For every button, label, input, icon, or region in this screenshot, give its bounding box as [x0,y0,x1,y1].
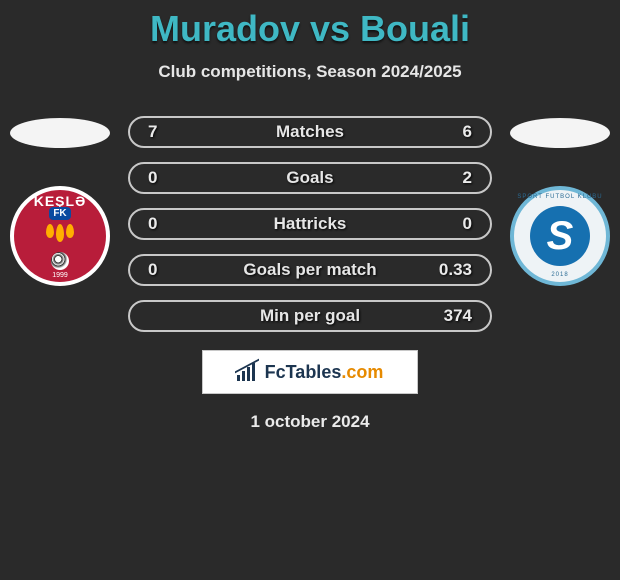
stat-row-hattricks: 0 Hattricks 0 [128,208,492,240]
stat-row-goals-per-match: 0 Goals per match 0.33 [128,254,492,286]
stat-right-value: 0.33 [439,260,472,280]
brand-main: FcTables [265,362,342,382]
left-player-placeholder [10,118,110,148]
stat-label: Goals per match [130,260,490,280]
page-title: Muradov vs Bouali [0,8,620,50]
stat-left-value: 0 [148,260,157,280]
stat-row-goals: 0 Goals 2 [128,162,492,194]
right-player-placeholder [510,118,610,148]
bar-chart-icon [237,363,259,381]
comparison-widget: Muradov vs Bouali Club competitions, Sea… [0,0,620,432]
stat-left-value: 0 [148,168,157,188]
right-club-badge: SPORT FUTBOL KLUBU S 2018 [510,186,610,286]
brand-suffix: .com [341,362,383,382]
left-badge-sub: FK [49,207,70,220]
stat-label: Matches [130,122,490,142]
date-text: 1 october 2024 [0,412,620,432]
stat-row-matches: 7 Matches 6 [128,116,492,148]
left-badge-flames-icon [42,224,78,250]
stat-row-min-per-goal: Min per goal 374 [128,300,492,332]
stat-label: Goals [130,168,490,188]
stat-left-value: 7 [148,122,157,142]
left-badge-year: 1999 [52,272,68,279]
right-badge-year: 2018 [551,272,568,278]
page-subtitle: Club competitions, Season 2024/2025 [0,62,620,82]
stats-column: 7 Matches 6 0 Goals 2 0 Hattricks 0 0 Go… [114,116,506,332]
right-badge-inner: S [530,206,590,266]
stat-label: Hattricks [130,214,490,234]
left-club-badge: KEŞLƏ FK 1999 [10,186,110,286]
right-badge-top-text: SPORT FUTBOL KLUBU [517,194,602,200]
stat-label: Min per goal [130,306,490,326]
left-player-column: KEŞLƏ FK 1999 [6,110,114,286]
stat-right-value: 2 [463,168,472,188]
brand-box[interactable]: FcTables.com [202,350,418,394]
stat-right-value: 6 [463,122,472,142]
right-badge-letter: S [547,214,574,259]
brand-text: FcTables.com [265,362,384,383]
football-icon [51,252,69,270]
stat-right-value: 374 [444,306,472,326]
right-player-column: SPORT FUTBOL KLUBU S 2018 [506,110,614,286]
main-row: KEŞLƏ FK 1999 7 Matches 6 0 Goals 2 0 [0,110,620,332]
stat-right-value: 0 [463,214,472,234]
stat-left-value: 0 [148,214,157,234]
